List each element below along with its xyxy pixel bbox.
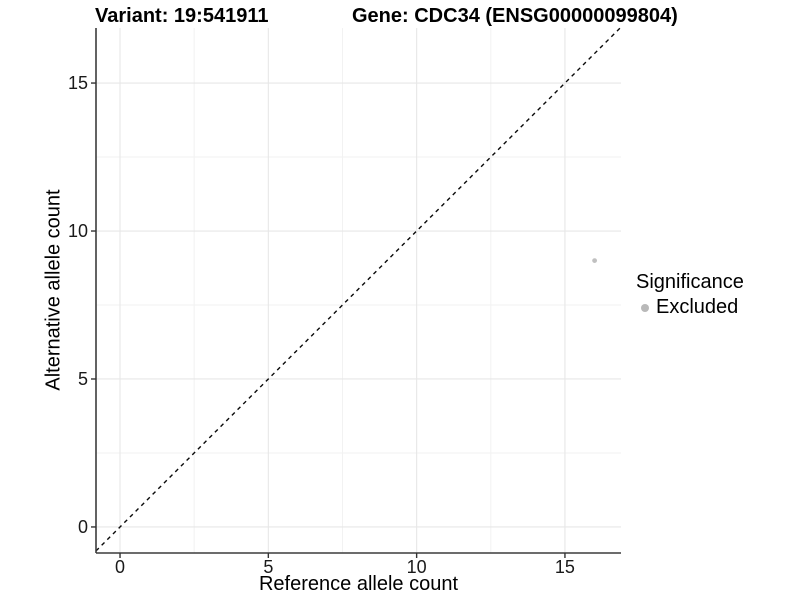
- x-tick-label: 15: [554, 557, 575, 577]
- y-axis-title: Alternative allele count: [42, 189, 65, 391]
- legend-key: [635, 298, 655, 318]
- legend: Significance Excluded: [636, 271, 744, 319]
- plot-title-gene: Gene: CDC34 (ENSG00000099804): [352, 5, 678, 27]
- legend-point-icon: [641, 303, 649, 312]
- x-tick-label: 0: [115, 557, 126, 577]
- y-tick-label: 15: [67, 73, 88, 94]
- data-point: [592, 258, 598, 264]
- x-axis-title: Reference allele count: [258, 573, 458, 595]
- plot-title-variant: Variant: 19:541911: [95, 5, 269, 27]
- legend-title: Significance: [636, 271, 744, 293]
- legend-item-label: Excluded: [656, 296, 739, 318]
- x-tick-label: 5: [263, 557, 274, 577]
- x-tick-label: 10: [406, 557, 427, 577]
- y-tick-label: 10: [67, 221, 88, 242]
- y-tick-label: 5: [77, 368, 88, 389]
- y-tick-label: 0: [77, 516, 88, 537]
- identity-reference-line: [95, 27, 621, 552]
- legend-item-excluded: Excluded: [636, 296, 744, 319]
